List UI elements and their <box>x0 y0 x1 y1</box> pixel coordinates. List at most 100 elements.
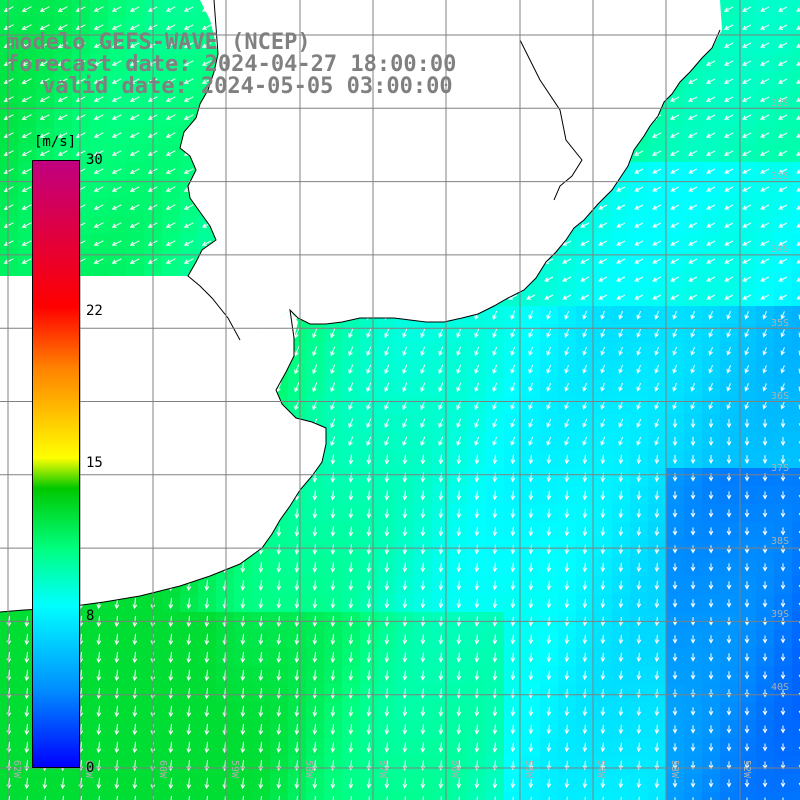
wind-arrow <box>492 634 498 645</box>
wind-arrow <box>726 527 732 536</box>
wind-arrow <box>618 508 624 519</box>
wind-arrow <box>546 490 552 501</box>
wind-arrow <box>294 562 300 573</box>
wind-arrow <box>672 725 678 734</box>
wind-arrow <box>21 60 32 66</box>
wind-arrow <box>600 454 606 465</box>
wind-arrow <box>3 204 14 210</box>
wind-arrow <box>132 651 138 664</box>
wind-arrow <box>24 669 30 682</box>
wind-arrow <box>744 545 750 554</box>
wind-arrow <box>636 544 642 555</box>
wind-arrow <box>492 418 498 429</box>
wind-arrow <box>402 562 408 573</box>
wind-arrow <box>165 258 176 264</box>
wind-arrow <box>402 508 408 519</box>
wind-arrow <box>672 364 677 374</box>
wind-arrow <box>616 186 626 192</box>
wind-arrow <box>204 598 210 609</box>
wind-arrow <box>96 669 102 682</box>
wind-arrow <box>111 24 122 30</box>
wind-arrow <box>762 311 767 320</box>
wind-arrow <box>708 563 714 572</box>
wind-arrow <box>420 706 426 717</box>
wind-arrow <box>618 490 624 501</box>
wind-arrow <box>384 490 390 501</box>
wind-arrow <box>21 204 32 210</box>
wind-arrow <box>492 742 498 753</box>
wind-arrow <box>348 328 354 339</box>
wind-arrow <box>582 526 588 537</box>
wind-arrow <box>780 329 785 338</box>
wind-arrow <box>510 742 516 753</box>
wind-arrow <box>348 508 354 519</box>
wind-arrow <box>348 472 354 483</box>
wind-arrow <box>474 634 480 645</box>
wind-arrow <box>564 544 570 555</box>
wind-arrow <box>492 706 498 717</box>
wind-arrow <box>492 652 498 663</box>
wind-arrow <box>762 491 768 500</box>
wind-arrow <box>564 418 570 428</box>
wind-arrow <box>724 240 734 246</box>
wind-arrow <box>780 383 785 392</box>
wind-arrow <box>402 472 408 483</box>
wind-arrow <box>762 527 768 536</box>
wind-arrow <box>165 222 176 228</box>
wind-arrow <box>420 400 426 411</box>
wind-arrow <box>510 364 516 375</box>
wind-arrow <box>762 599 768 608</box>
wind-arrow <box>129 78 140 84</box>
wind-arrow <box>636 652 642 663</box>
wind-speed-cell <box>360 792 378 800</box>
wind-arrow <box>93 150 104 156</box>
wind-arrow <box>742 276 752 282</box>
wind-arrow <box>456 724 462 735</box>
wind-arrow <box>546 346 552 356</box>
wind-arrow <box>348 364 354 375</box>
wind-arrow <box>57 42 68 48</box>
wind-arrow <box>564 508 570 519</box>
wind-arrow <box>132 633 138 646</box>
wind-speed-cell <box>612 792 630 800</box>
wind-speed-cell <box>486 792 504 800</box>
wind-speed-cell <box>450 792 468 800</box>
wind-arrow <box>762 545 768 554</box>
wind-arrow <box>366 490 372 501</box>
wind-arrow <box>528 670 534 681</box>
wind-arrow <box>634 258 644 264</box>
wind-speed-cell <box>396 792 414 800</box>
wind-arrow <box>688 222 698 228</box>
wind-arrow <box>402 382 408 393</box>
wind-arrow <box>456 598 462 609</box>
wind-arrow <box>312 688 318 699</box>
wind-arrow <box>759 132 770 138</box>
wind-arrow <box>294 526 300 537</box>
wind-arrow <box>204 669 210 682</box>
wind-speed-cell <box>792 0 800 18</box>
wind-arrow <box>510 598 516 609</box>
wind-arrow <box>546 562 552 573</box>
wind-arrow <box>582 418 588 428</box>
wind-arrow <box>474 382 480 393</box>
wind-arrow <box>402 580 408 591</box>
wind-arrow <box>438 436 444 447</box>
wind-arrow <box>420 346 426 357</box>
wind-arrow <box>600 346 605 356</box>
wind-arrow <box>366 634 372 645</box>
wind-arrow <box>366 508 372 519</box>
wind-arrow <box>564 400 569 410</box>
wind-arrow <box>636 346 641 356</box>
wind-arrow <box>201 78 212 84</box>
wind-arrow <box>384 580 390 591</box>
wind-arrow <box>240 633 246 646</box>
wind-arrow <box>75 60 86 66</box>
wind-arrow <box>616 222 626 228</box>
latitude-label: 34S <box>771 244 789 255</box>
wind-arrow <box>183 240 194 246</box>
wind-arrow <box>21 24 32 30</box>
wind-arrow <box>726 437 732 447</box>
wind-arrow <box>708 545 714 554</box>
wind-arrow <box>186 633 192 646</box>
wind-arrow <box>276 741 282 754</box>
